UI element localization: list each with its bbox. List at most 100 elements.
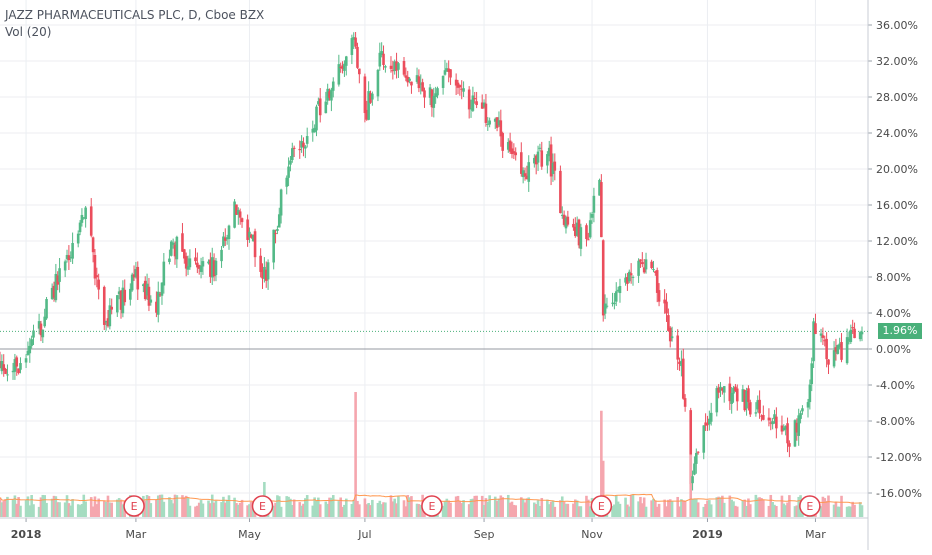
volume-bar	[495, 500, 499, 517]
candle-body	[810, 363, 814, 385]
candle-body	[183, 249, 186, 259]
candle-body	[326, 88, 329, 101]
volume-bar	[506, 494, 510, 517]
candle-body	[767, 417, 771, 421]
candle-body	[793, 420, 797, 447]
volume-bar	[715, 497, 719, 517]
candle-body	[546, 154, 549, 166]
candle-body	[533, 157, 536, 164]
candle-body	[577, 219, 581, 246]
candle-body	[207, 261, 210, 264]
volume-bar	[523, 502, 527, 517]
candle-body	[121, 287, 125, 314]
volume-bar	[63, 502, 67, 517]
candle-body	[456, 82, 460, 88]
volume-bar	[110, 502, 114, 517]
candle-body	[642, 267, 646, 273]
candle-body	[668, 327, 672, 342]
candle-body	[708, 418, 711, 425]
volume-bar	[616, 501, 620, 517]
volume-bar	[443, 500, 447, 517]
volume-bar	[579, 506, 583, 517]
volume-bar	[0, 502, 4, 517]
volume-bar	[45, 502, 48, 517]
x-tick-label: Nov	[581, 528, 603, 541]
candle-body	[538, 147, 542, 149]
candle-body	[760, 415, 763, 417]
candle-body	[430, 89, 434, 108]
candle-body	[588, 220, 592, 238]
candle-body	[404, 75, 408, 78]
volume-bar	[289, 498, 292, 517]
earnings-event-marker[interactable]	[799, 495, 821, 517]
candle-body	[732, 387, 735, 394]
candle-body	[69, 257, 73, 259]
volume-bar	[834, 502, 838, 517]
candle-body	[181, 233, 184, 252]
earnings-event-marker[interactable]	[421, 495, 443, 517]
chart-legend: JAZZ PHARMACEUTICALS PLC, D, Cboe BZX Vo…	[5, 7, 264, 41]
candle-body	[747, 388, 750, 402]
candle-body	[676, 335, 679, 360]
candle-body	[715, 388, 719, 413]
candle-body	[212, 260, 216, 277]
volume-bar	[240, 499, 244, 517]
volume-bar	[527, 497, 531, 517]
candle-body	[730, 392, 733, 404]
volume-bar	[302, 503, 305, 517]
symbol-title[interactable]: JAZZ PHARMACEUTICALS PLC, D, Cboe BZX	[5, 8, 265, 22]
candle-body	[395, 61, 398, 71]
volume-bar	[300, 505, 303, 517]
candle-body	[523, 173, 527, 176]
volume-bar	[510, 501, 514, 517]
candle-body	[171, 242, 175, 245]
volume-bar	[540, 497, 544, 517]
volume-bar	[853, 504, 856, 517]
volume-bar	[551, 500, 555, 517]
candle-body	[771, 421, 774, 425]
volume-bar	[473, 495, 477, 517]
candle-body	[272, 229, 275, 263]
candle-body	[858, 332, 862, 340]
candle-body	[261, 270, 264, 279]
candle-body	[423, 90, 426, 98]
volume-bar	[408, 497, 411, 517]
volume-bar	[341, 506, 344, 517]
volume-bar	[508, 502, 512, 517]
earnings-event-marker[interactable]	[590, 495, 613, 517]
volume-bar	[17, 497, 20, 517]
volume-indicator-label[interactable]: Vol (20)	[5, 25, 52, 39]
volume-bar	[499, 495, 503, 517]
volume-bar	[19, 505, 22, 517]
earnings-event-marker[interactable]	[251, 495, 274, 517]
candle-body	[37, 321, 41, 329]
candle-body	[823, 340, 827, 342]
candle-body	[197, 265, 201, 269]
volume-bar	[78, 505, 82, 517]
candle-body	[627, 271, 631, 282]
candle-body	[142, 284, 145, 287]
candle-body	[93, 255, 97, 279]
candle-body	[681, 358, 685, 399]
volume-bar	[43, 495, 46, 517]
volume-bar	[784, 505, 787, 517]
candle-body	[585, 225, 588, 240]
volume-bar	[788, 495, 791, 517]
volume-bar	[199, 500, 203, 517]
earnings-event-marker[interactable]	[123, 495, 145, 517]
candle-body	[233, 201, 236, 228]
candle-body	[352, 37, 356, 40]
candle-body	[145, 283, 149, 296]
volume-bar	[825, 500, 828, 517]
candle-body	[71, 242, 74, 259]
candle-body	[486, 123, 490, 125]
volume-bar	[795, 505, 799, 517]
candle-body	[780, 425, 784, 432]
volume-bar	[618, 503, 622, 517]
volume-bar	[629, 495, 633, 517]
y-tick-label: -8.00%	[876, 415, 915, 428]
candle-body	[91, 237, 95, 253]
candle-body	[78, 222, 82, 233]
